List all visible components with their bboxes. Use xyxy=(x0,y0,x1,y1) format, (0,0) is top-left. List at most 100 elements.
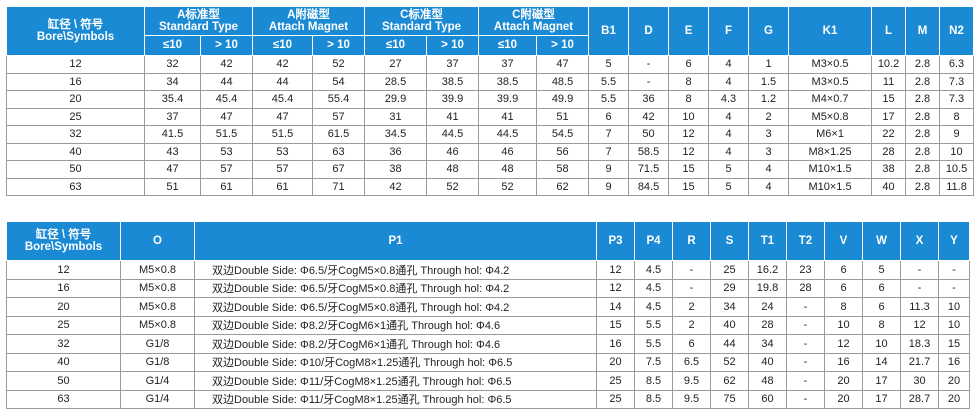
table-cell: 2.8 xyxy=(905,125,941,144)
table-cell: 49.9 xyxy=(536,90,590,109)
table-cell: 6.3 xyxy=(939,55,975,74)
table-cell: 62 xyxy=(536,177,590,196)
col-header-p1: P1 xyxy=(194,221,597,261)
table-cell: - xyxy=(786,315,825,335)
table-cell: 7 xyxy=(588,125,630,144)
table-cell: 30 xyxy=(900,371,939,391)
table-cell: 38.5 xyxy=(478,72,538,91)
table-cell: 44 xyxy=(252,72,313,91)
col-header-s: S xyxy=(710,221,749,261)
table-cell: 2 xyxy=(748,107,790,126)
group-a-magnet-header: A附磁型 Attach Magnet xyxy=(251,6,366,36)
table-cell: 10.2 xyxy=(871,55,907,74)
bore-cell: 32 xyxy=(6,334,121,354)
table-cell: 15 xyxy=(871,90,907,109)
table-cell: 51.5 xyxy=(252,125,313,144)
bore-symbols-header: 缸径 \ 符号 Bore\Symbols xyxy=(6,221,121,261)
table-row: 20 35.4 45.4 45.4 55.4 29.9 39.9 39.9 49.9 5.5 36 8… xyxy=(6,90,975,109)
col-header-t2: T2 xyxy=(786,221,825,261)
table-cell: 6 xyxy=(862,297,901,317)
table-cell: 11 xyxy=(871,72,907,91)
bore-cell: 40 xyxy=(6,352,121,372)
table-cell: 20 xyxy=(938,389,970,409)
table-cell: M5×0.8 xyxy=(120,315,195,335)
table-cell: 2 xyxy=(672,297,711,317)
table-cell: 9.5 xyxy=(672,389,711,409)
table-cell: 61 xyxy=(252,177,313,196)
group-c-standard-header: C标准型 Standard Type xyxy=(364,6,480,36)
table-cell: 48 xyxy=(478,160,538,179)
table-cell: 25 xyxy=(710,260,749,280)
table-row: 63 51 61 61 71 42 52 52 62 9 84.5 15 5 4 M10×1.5 40 2.8 1… xyxy=(6,177,975,196)
table-cell: 20 xyxy=(824,389,863,409)
table-cell: 45.4 xyxy=(200,90,253,109)
table-cell: 48 xyxy=(748,371,787,391)
col-header-p3: P3 xyxy=(596,221,635,261)
table-cell: 37 xyxy=(426,55,480,74)
table-row: 50 G1/4 双边Double Side: Φ11/牙CogM8×1.25通孔 T… xyxy=(6,371,970,391)
table-cell: 32 xyxy=(144,55,201,74)
table-cell: 28 xyxy=(871,142,907,161)
table-cell: 42 xyxy=(364,177,428,196)
table-cell: 37 xyxy=(144,107,201,126)
table-row: 25 37 47 47 57 31 41 41 51 6 42 10 4 2 M5×0.8 17 2.8 8 xyxy=(6,107,975,126)
table-cell: 50 xyxy=(628,125,670,144)
table-cell: 10 xyxy=(938,297,970,317)
table-cell: 42 xyxy=(252,55,313,74)
table-row: 32 G1/8 双边Double Side: Φ8.2/牙CogM6×1通孔 Thr… xyxy=(6,334,970,354)
table-cell: 双边Double Side: Φ11/牙CogM8×1.25通孔 Through… xyxy=(194,389,597,409)
bore-cell: 12 xyxy=(6,55,145,74)
table-cell: 57 xyxy=(200,160,253,179)
table-cell: 52 xyxy=(478,177,538,196)
table-cell: - xyxy=(786,389,825,409)
table-cell: 10 xyxy=(939,142,975,161)
table-cell: 67 xyxy=(311,160,366,179)
table-cell: 4.5 xyxy=(634,278,673,298)
dimensions-table-1: 缸径 \ 符号 Bore\Symbols A标准型 Standard Type … xyxy=(6,6,975,196)
table-cell: 2.8 xyxy=(905,55,941,74)
bore-cell: 40 xyxy=(6,142,145,161)
bore-cell: 63 xyxy=(6,177,145,196)
table-cell: 42 xyxy=(628,107,670,126)
table-cell: 5.5 xyxy=(634,315,673,335)
table-cell: 23 xyxy=(786,260,825,280)
table-row: 16 34 44 44 54 28.5 38.5 38.5 48.5 5.5-8 4 1.5 M3×0.… xyxy=(6,72,975,91)
table-cell: M5×0.8 xyxy=(788,107,873,126)
table-cell: 双边Double Side: Φ6.5/牙CogM5×0.8通孔 Through… xyxy=(194,260,597,280)
table-cell: 61 xyxy=(200,177,253,196)
table-cell: M3×0.5 xyxy=(788,72,873,91)
table-cell: 11.8 xyxy=(939,177,975,196)
table-cell: 46 xyxy=(426,142,480,161)
sub-header-gt10: > 10 xyxy=(311,35,366,56)
table-cell: 2.8 xyxy=(905,177,941,196)
table-cell: 18.3 xyxy=(900,334,939,354)
table-cell: 9.5 xyxy=(672,371,711,391)
table-cell: 44.5 xyxy=(426,125,480,144)
table-cell: 8 xyxy=(668,90,710,109)
table-cell: 5 xyxy=(708,160,750,179)
col-header-l: L xyxy=(871,6,907,56)
table-cell: 34 xyxy=(748,334,787,354)
table-cell: 39.9 xyxy=(426,90,480,109)
bore-cell: 32 xyxy=(6,125,145,144)
table-cell: 36 xyxy=(628,90,670,109)
table-cell: 40 xyxy=(748,352,787,372)
table-cell: 17 xyxy=(862,389,901,409)
table-cell: 2 xyxy=(672,315,711,335)
table-cell: 39.9 xyxy=(478,90,538,109)
table-cell: 3 xyxy=(748,142,790,161)
sub-header-le10: ≤10 xyxy=(144,35,201,56)
table-cell: 53 xyxy=(200,142,253,161)
table-cell: 15 xyxy=(596,315,635,335)
col-header-o: O xyxy=(120,221,195,261)
table-cell: 2.8 xyxy=(905,160,941,179)
table-cell: 17 xyxy=(862,371,901,391)
table-cell: 1 xyxy=(748,55,790,74)
table-cell: 6.5 xyxy=(672,352,711,372)
col-header-g: G xyxy=(748,6,790,56)
table-cell: 21.7 xyxy=(900,352,939,372)
table-cell: 28 xyxy=(748,315,787,335)
table-cell: 44.5 xyxy=(478,125,538,144)
table-cell: 2.8 xyxy=(905,142,941,161)
sub-header-gt10: > 10 xyxy=(200,35,253,56)
